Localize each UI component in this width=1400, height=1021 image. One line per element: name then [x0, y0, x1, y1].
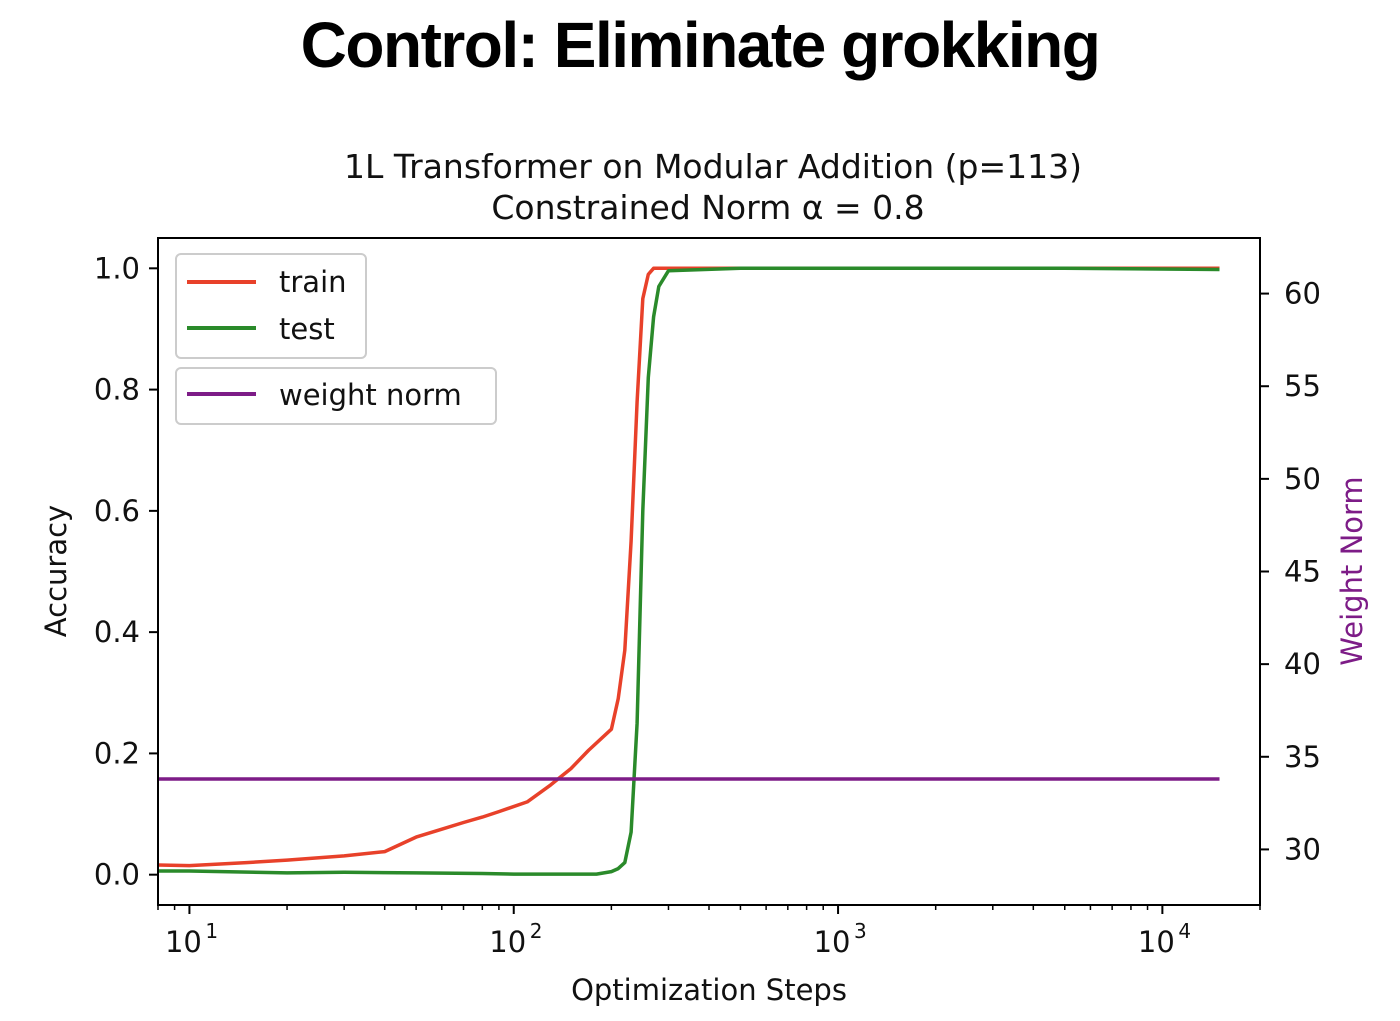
- y-right-tick-label-3: 45: [1284, 555, 1321, 589]
- x-tick-label-1: 10: [489, 925, 526, 959]
- plot-lines: [157, 266, 1220, 876]
- y-right-tick-label-2: 40: [1284, 647, 1321, 681]
- x-tick-exp-3: 4: [1178, 919, 1191, 943]
- y-tick-label-1: 0.2: [94, 736, 140, 770]
- legend-test-label: test: [279, 312, 335, 346]
- slide-title: Control: Eliminate grokking: [300, 9, 1101, 81]
- chart-title: 1L Transformer on Modular Addition (p=11…: [344, 147, 1082, 186]
- y-axis-label: Accuracy: [39, 505, 73, 637]
- chart-subtitle: Constrained Norm α = 0.8: [491, 188, 924, 227]
- x-tick-exp-2: 3: [854, 919, 867, 943]
- y-tick-label-3: 0.6: [94, 494, 140, 528]
- y-right-tick-label-5: 55: [1284, 369, 1321, 403]
- y-tick-label-2: 0.4: [94, 615, 140, 649]
- x-tick-exp-1: 2: [530, 919, 543, 943]
- plot-frame: [157, 237, 1261, 906]
- x-tick-label-0: 10: [165, 925, 202, 959]
- axis-ticks: 10 1 10 2 10 3 10 40.00.20.40.60.81.03035404550…: [94, 251, 1321, 959]
- y-right-tick-label-0: 30: [1284, 832, 1321, 866]
- legend-group-main: train test: [175, 253, 367, 359]
- legend-train-label: train: [279, 265, 347, 299]
- y-tick-label-4: 0.8: [94, 373, 140, 407]
- y-axis-right-label: Weight Norm: [1335, 476, 1369, 665]
- legend-weight-norm-label: weight norm: [279, 378, 462, 412]
- x-tick-label-2: 10: [814, 925, 851, 959]
- x-tick-exp-0: 1: [205, 919, 218, 943]
- y-tick-label-5: 1.0: [94, 251, 140, 285]
- y-right-tick-label-1: 35: [1284, 740, 1321, 774]
- y-tick-label-0: 0.0: [94, 858, 140, 892]
- series-line-test: [158, 266, 1220, 876]
- series-line-train: [157, 266, 1220, 868]
- y-right-tick-label-6: 60: [1284, 277, 1321, 311]
- legend-box-norm: [175, 367, 497, 425]
- x-axis-label: Optimization Steps: [571, 973, 847, 1007]
- x-tick-label-3: 10: [1138, 925, 1175, 959]
- legend-group-norm: weight norm: [175, 367, 497, 425]
- y-right-tick-label-4: 50: [1284, 462, 1321, 496]
